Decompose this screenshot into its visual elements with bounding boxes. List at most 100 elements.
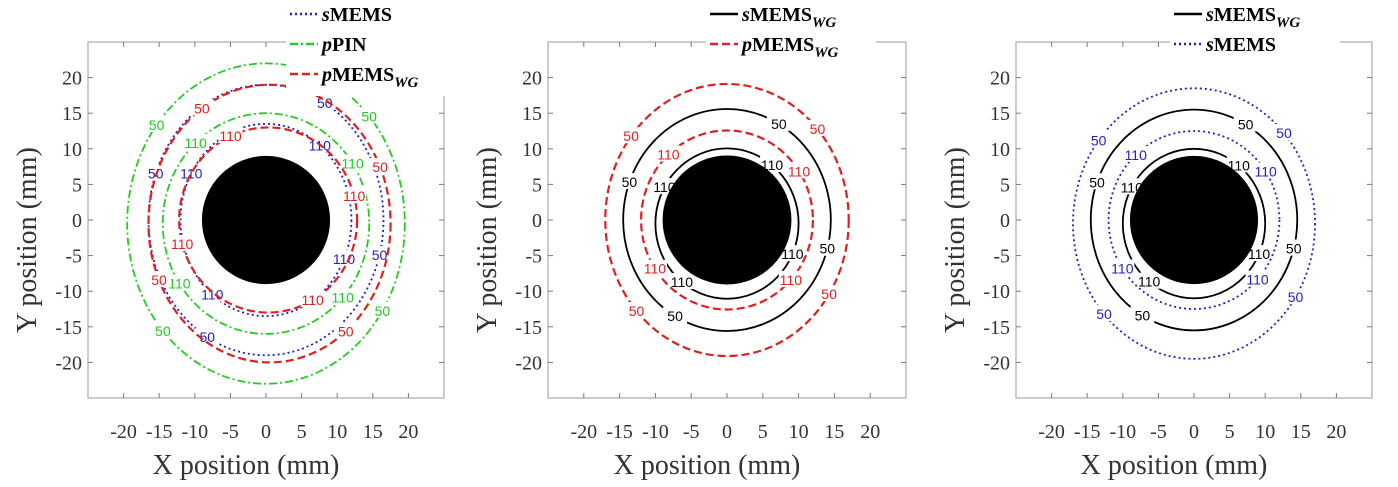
contour-label-bg	[1110, 259, 1135, 276]
y-tick-label: -10	[515, 281, 542, 303]
contour-label-bg	[1084, 173, 1109, 190]
legend-background	[706, 0, 876, 66]
x-tick-label: -5	[222, 421, 239, 443]
contour-label-bg	[1253, 162, 1278, 179]
legend-background	[1170, 0, 1340, 66]
contour-label-bg	[619, 127, 644, 144]
legend-name: MEMS	[750, 4, 812, 26]
contour-label: 110	[301, 292, 324, 308]
legend-prefix: s	[1205, 34, 1214, 56]
legend-name: MEMS	[332, 64, 394, 86]
chart-panel-left: -20 -15 -10 -5 0 5 10 15 2020151050-5-10-15-20X …	[12, 0, 456, 481]
y-tick-label: 0	[1000, 210, 1010, 232]
contour-label: 50	[1096, 306, 1112, 322]
contour-label: 110	[781, 246, 804, 262]
contour-line-110	[639, 129, 815, 311]
contour-label: 50	[372, 159, 388, 175]
contour-label: 110	[780, 272, 803, 288]
contour-label-bg	[1245, 270, 1270, 287]
contour-label: 110	[1138, 274, 1161, 290]
y-tick-label: 5	[1000, 174, 1010, 196]
contour-label-bg	[340, 154, 365, 171]
legend-subscript: WG	[1276, 15, 1300, 31]
contour-label: 110	[184, 135, 207, 151]
y-tick-label: -10	[55, 281, 82, 303]
legend-entry-label: sMEMS	[321, 4, 392, 26]
contour-line-50	[147, 83, 385, 357]
contour-label: 50	[1288, 289, 1304, 305]
contour-label: 50	[155, 323, 171, 339]
contour-label: 110	[644, 261, 667, 277]
contour-label-bg	[143, 164, 168, 181]
x-tick-label: -10	[181, 421, 208, 443]
y-tick-label: 0	[72, 210, 82, 232]
x-tick-label: 5	[1225, 421, 1235, 443]
contour-label: 50	[771, 116, 787, 132]
contour-label: 50	[1286, 241, 1302, 257]
chart-panel-right: -20 -15 -10 -5 0 5 10 15 2020151050-5-10-15-20X …	[940, 0, 1373, 481]
contour-label: 110	[1254, 164, 1277, 180]
y-tick-label: 10	[62, 139, 82, 161]
contour-label: 110	[788, 163, 811, 179]
contour-label: 50	[667, 308, 683, 324]
contour-label: 50	[629, 303, 645, 319]
contour-label: 50	[810, 121, 826, 137]
contour-label-bg	[815, 239, 840, 256]
legend-entry-label: sMEMSWG	[741, 4, 836, 31]
contour-label: 50	[819, 241, 835, 257]
contour-label: 50	[372, 247, 388, 263]
contour-label-bg	[624, 302, 649, 319]
contour-label: 110	[219, 128, 242, 144]
x-tick-label: 0	[1189, 421, 1199, 443]
contour-label: 110	[671, 274, 694, 290]
contour-line-50	[604, 82, 850, 358]
contour-label-bg	[805, 119, 830, 136]
chart-panel-middle: -20 -15 -10 -5 0 5 10 15 2020151050-5-10-15-20X …	[472, 0, 907, 481]
x-tick-label: 20	[1326, 421, 1346, 443]
contour-label-bg	[1271, 124, 1296, 141]
contour-label-bg	[1092, 305, 1117, 322]
contour-label-bg	[368, 158, 393, 175]
x-tick-label: -5	[683, 421, 700, 443]
y-tick-label: -5	[525, 246, 542, 268]
contour-label-bg	[330, 288, 355, 305]
legend-background	[286, 0, 456, 96]
contour-label-bg	[183, 133, 208, 150]
contour-line-110	[161, 112, 371, 335]
x-tick-label: -15	[1074, 421, 1101, 443]
contour-label-bg	[1123, 145, 1148, 162]
contour-label-bg	[656, 145, 681, 162]
contour-label-bg	[642, 259, 667, 276]
legend-subscript: WG	[814, 45, 838, 61]
contour-label-bg	[170, 234, 195, 251]
contour-label-bg	[179, 164, 204, 181]
contour-label-bg	[300, 291, 325, 308]
contour-label-bg	[333, 322, 358, 339]
x-tick-label: -10	[1109, 421, 1136, 443]
x-tick-label: 0	[722, 421, 732, 443]
y-tick-label: -20	[55, 352, 82, 374]
contour-label-bg	[617, 173, 642, 190]
contour-label-bg	[1086, 131, 1111, 148]
contour-label: 110	[332, 289, 355, 305]
y-tick-label: -15	[983, 317, 1010, 339]
contour-label-bg	[195, 328, 220, 345]
contour-label-bg	[787, 162, 812, 179]
x-tick-label: 15	[363, 421, 383, 443]
legend-name: PIN	[332, 34, 367, 56]
contour-label: 50	[1276, 125, 1292, 141]
contour-label-bg	[167, 274, 192, 291]
y-axis-label: Y position (mm)	[940, 147, 971, 333]
contour-label-bg	[1137, 272, 1162, 289]
contour-label-bg	[144, 115, 169, 132]
y-tick-label: -5	[993, 246, 1010, 268]
contour-label-bg	[778, 270, 803, 287]
legend-entry-label: sMEMSWG	[1205, 4, 1300, 31]
contour-label-bg	[342, 187, 367, 204]
x-tick-label: 10	[789, 421, 809, 443]
obstacle-disk	[662, 155, 792, 285]
contour-label: 110	[657, 147, 680, 163]
y-tick-label: 15	[990, 103, 1010, 125]
